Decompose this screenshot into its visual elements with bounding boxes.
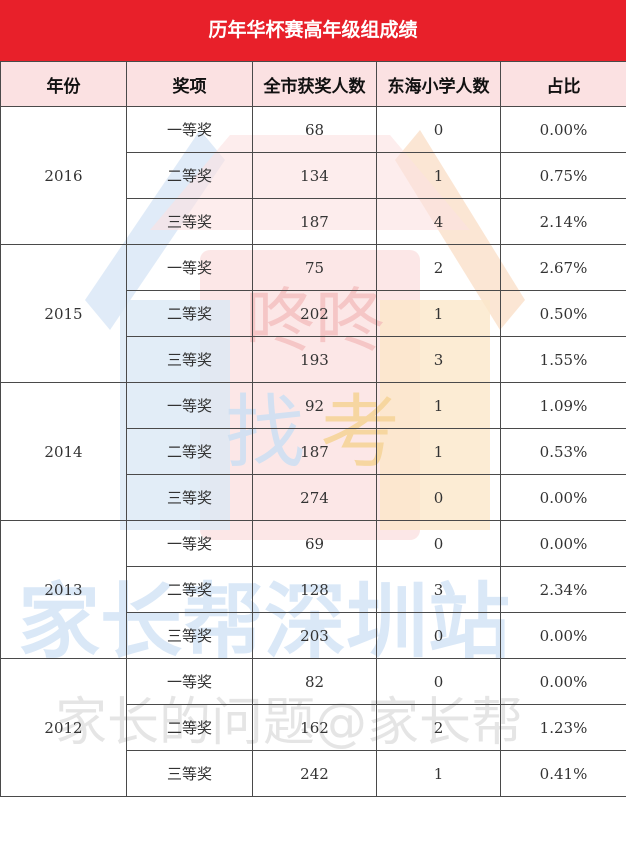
table-title: 历年华杯赛高年级组成绩 — [0, 0, 626, 61]
award-cell: 二等奖 — [126, 152, 253, 199]
total-cell: 187 — [252, 428, 377, 475]
header-year: 年份 — [0, 61, 127, 107]
school-cell: 1 — [376, 750, 501, 797]
total-cell: 203 — [252, 612, 377, 659]
table-row: 2016 一等奖 68 0 0.00% — [0, 106, 626, 245]
ratio-cell: 0.50% — [500, 290, 626, 337]
year-cell: 2016 — [0, 106, 127, 245]
ratio-cell: 1.23% — [500, 704, 626, 751]
total-cell: 82 — [252, 658, 377, 705]
award-cell: 二等奖 — [126, 566, 253, 613]
ratio-cell: 0.41% — [500, 750, 626, 797]
award-cell: 三等奖 — [126, 198, 253, 245]
year-cell: 2015 — [0, 244, 127, 383]
school-cell: 3 — [376, 566, 501, 613]
school-cell: 0 — [376, 658, 501, 705]
results-table: 年份 奖项 全市获奖人数 东海小学人数 占比 2016 一等奖 68 0 0.0… — [0, 61, 626, 797]
total-cell: 69 — [252, 520, 377, 567]
table-row: 2012 一等奖 82 0 0.00% — [0, 658, 626, 797]
school-cell: 0 — [376, 520, 501, 567]
award-cell: 一等奖 — [126, 520, 253, 567]
ratio-cell: 0.75% — [500, 152, 626, 199]
school-cell: 0 — [376, 106, 501, 153]
header-row: 年份 奖项 全市获奖人数 东海小学人数 占比 — [0, 61, 626, 107]
award-cell: 三等奖 — [126, 750, 253, 797]
school-cell: 2 — [376, 244, 501, 291]
total-cell: 92 — [252, 382, 377, 429]
ratio-cell: 0.00% — [500, 520, 626, 567]
award-cell: 一等奖 — [126, 244, 253, 291]
ratio-cell: 2.67% — [500, 244, 626, 291]
year-cell: 2012 — [0, 658, 127, 797]
ratio-cell: 2.14% — [500, 198, 626, 245]
ratio-cell: 0.00% — [500, 474, 626, 521]
total-cell: 187 — [252, 198, 377, 245]
total-cell: 68 — [252, 106, 377, 153]
year-cell: 2013 — [0, 520, 127, 659]
ratio-cell: 0.00% — [500, 658, 626, 705]
school-cell: 1 — [376, 290, 501, 337]
header-ratio: 占比 — [500, 61, 626, 107]
award-cell: 三等奖 — [126, 336, 253, 383]
ratio-cell: 0.00% — [500, 106, 626, 153]
school-cell: 1 — [376, 152, 501, 199]
award-cell: 二等奖 — [126, 704, 253, 751]
school-cell: 3 — [376, 336, 501, 383]
ratio-cell: 1.09% — [500, 382, 626, 429]
total-cell: 134 — [252, 152, 377, 199]
table-row: 三等奖 242 1 0.41% — [1, 750, 626, 797]
table-row: 2014 一等奖 92 1 1.09% — [0, 382, 626, 521]
school-cell: 2 — [376, 704, 501, 751]
year-cell: 2014 — [0, 382, 127, 521]
school-cell: 0 — [376, 474, 501, 521]
award-cell: 一等奖 — [126, 658, 253, 705]
award-cell: 二等奖 — [126, 290, 253, 337]
ratio-cell: 0.00% — [500, 612, 626, 659]
table-row: 三等奖 203 0 0.00% — [1, 612, 626, 659]
school-cell: 4 — [376, 198, 501, 245]
school-cell: 0 — [376, 612, 501, 659]
school-cell: 1 — [376, 382, 501, 429]
header-award: 奖项 — [126, 61, 253, 107]
award-cell: 一等奖 — [126, 106, 253, 153]
total-cell: 193 — [252, 336, 377, 383]
total-cell: 128 — [252, 566, 377, 613]
header-city-total: 全市获奖人数 — [252, 61, 377, 107]
award-cell: 三等奖 — [126, 474, 253, 521]
total-cell: 242 — [252, 750, 377, 797]
ratio-cell: 1.55% — [500, 336, 626, 383]
award-cell: 一等奖 — [126, 382, 253, 429]
ratio-cell: 2.34% — [500, 566, 626, 613]
award-cell: 三等奖 — [126, 612, 253, 659]
ratio-cell: 0.53% — [500, 428, 626, 475]
table-row: 2015 一等奖 75 2 2.67% — [0, 244, 626, 383]
school-cell: 1 — [376, 428, 501, 475]
total-cell: 202 — [252, 290, 377, 337]
award-cell: 二等奖 — [126, 428, 253, 475]
total-cell: 75 — [252, 244, 377, 291]
header-school-count: 东海小学人数 — [376, 61, 501, 107]
total-cell: 162 — [252, 704, 377, 751]
total-cell: 274 — [252, 474, 377, 521]
table-row: 2013 一等奖 69 0 0.00% — [0, 520, 626, 659]
